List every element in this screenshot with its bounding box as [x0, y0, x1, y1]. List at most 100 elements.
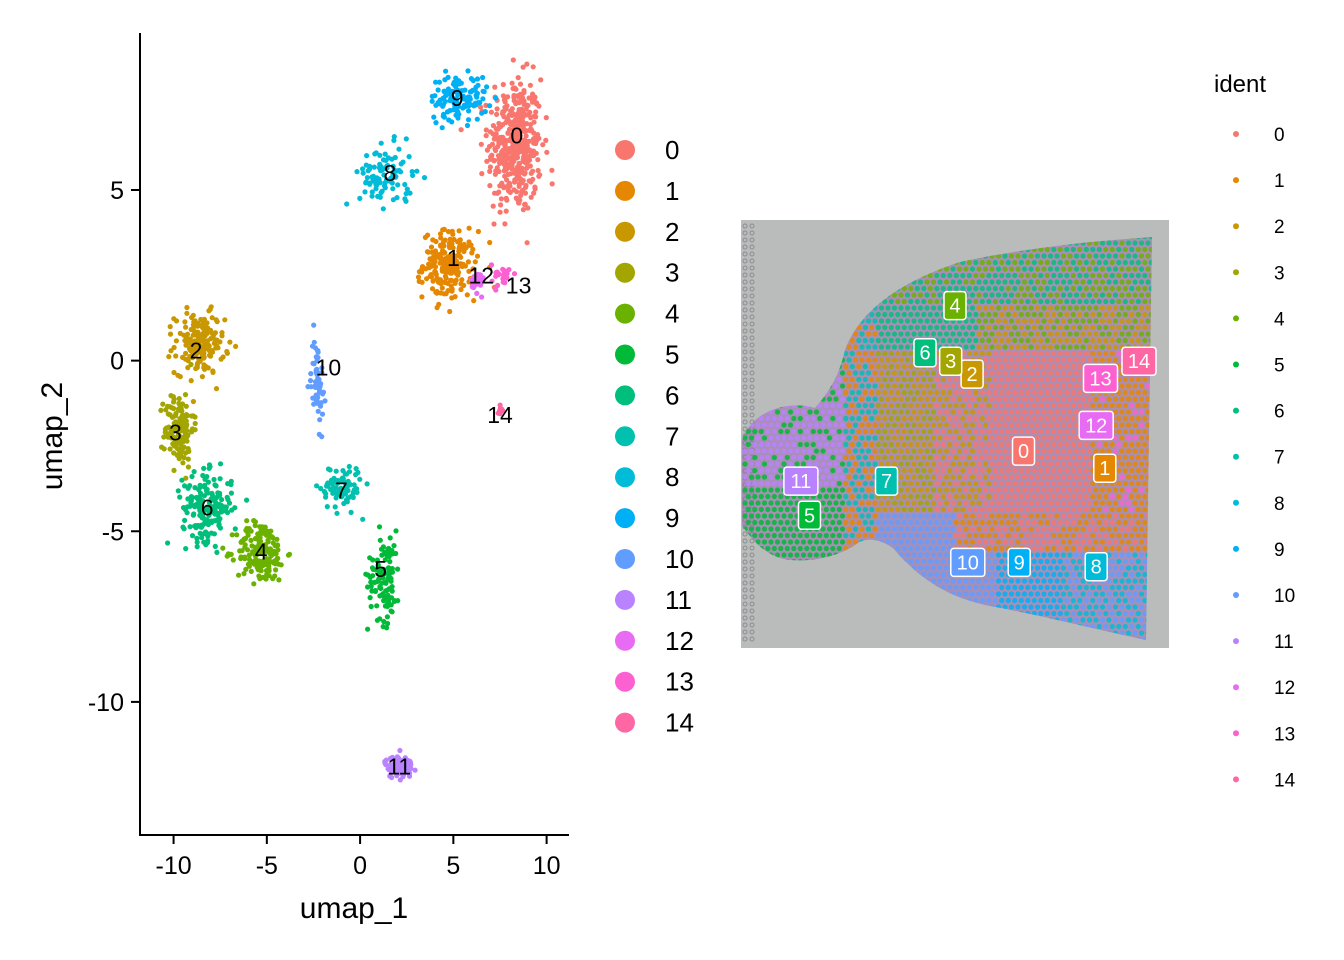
spatial-spot	[921, 441, 927, 448]
spatial-spot	[969, 266, 976, 272]
spatial-spot	[1109, 259, 1115, 266]
fiducial-dot	[749, 293, 755, 299]
umap-y-tick-label: -10	[88, 689, 124, 717]
spatial-spot	[950, 435, 956, 441]
spatial-spot	[979, 389, 985, 396]
umap-point-cluster-0	[535, 157, 541, 163]
spatial-spot	[1008, 500, 1015, 506]
umap-point-cluster-1	[451, 263, 457, 269]
fiducial-dot	[742, 531, 748, 537]
umap-point-cluster-0	[515, 110, 521, 116]
spatial-spot	[917, 422, 924, 428]
spatial-spot	[901, 311, 907, 318]
spatial-spot	[1099, 266, 1106, 272]
umap-point-cluster-11	[389, 774, 395, 781]
umap-point-cluster-6	[201, 465, 207, 471]
spatial-spot	[758, 506, 764, 513]
spatial-spot	[953, 480, 959, 487]
spatial-spot	[917, 500, 924, 506]
umap-point-cluster-4	[267, 533, 273, 539]
spatial-spot	[976, 500, 982, 506]
spatial-spot	[943, 448, 950, 454]
spatial-spot	[1093, 318, 1099, 324]
spatial-spot	[843, 402, 849, 409]
spatial-spot	[995, 318, 1002, 324]
spatial-spot	[872, 344, 878, 350]
umap-point-cluster-0	[543, 137, 549, 143]
spatial-spot	[875, 337, 881, 344]
spatial-spot	[1021, 396, 1028, 402]
spatial-spot	[1057, 467, 1063, 474]
spatial-spot	[898, 305, 904, 311]
spatial-spot	[895, 324, 901, 331]
spatial-spot	[1002, 474, 1008, 480]
spatial-spot	[807, 461, 813, 467]
spatial-spot	[992, 350, 998, 357]
spatial-spot	[1008, 370, 1015, 376]
spatial-spot	[995, 266, 1002, 272]
spatial-spot	[1054, 461, 1060, 467]
spatial-spot	[973, 506, 979, 513]
spatial-spot	[791, 506, 797, 513]
spatial-spot	[1135, 441, 1141, 448]
spatial-spot	[752, 428, 758, 435]
umap-point-cluster-12	[471, 284, 477, 291]
spatial-spot	[1012, 389, 1018, 396]
umap-point-cluster-13	[501, 269, 508, 275]
spatial-spot	[1031, 389, 1037, 396]
umap-point-cluster-1	[442, 279, 448, 286]
umap-point-cluster-0	[512, 177, 518, 183]
umap-point-cluster-0	[531, 190, 537, 196]
spatial-spot	[1041, 461, 1047, 467]
spatial-spot	[1129, 441, 1135, 448]
umap-point-cluster-3	[179, 408, 185, 414]
spatial-spot	[1031, 363, 1037, 370]
fiducial-dot	[749, 377, 755, 383]
spatial-spot	[898, 435, 904, 441]
spatial-spot	[1041, 422, 1047, 428]
spatial-spot	[1142, 285, 1148, 292]
spatial-spot	[914, 506, 920, 513]
spatial-spot	[999, 285, 1005, 292]
spatial-spot	[895, 376, 901, 383]
spatial-spot	[911, 448, 917, 454]
spatial-spot	[924, 292, 930, 298]
spatial-spot	[878, 500, 885, 506]
spatial-spot	[1090, 493, 1096, 500]
umap-point-cluster-4	[234, 532, 240, 538]
spatial-spot	[1142, 337, 1148, 344]
umap-point-cluster-1	[450, 252, 456, 258]
umap-point-cluster-1	[457, 237, 463, 243]
spatial-spot	[869, 428, 875, 435]
spatial-spot	[927, 454, 933, 461]
umap-point-cluster-0	[495, 153, 502, 159]
umap-point-cluster-5	[389, 566, 395, 572]
fiducial-dot	[749, 258, 755, 264]
umap-point-cluster-1	[434, 288, 440, 295]
spatial-spot	[761, 435, 768, 441]
umap-point-cluster-1	[428, 244, 435, 250]
spatial-spot	[1008, 331, 1015, 337]
umap-point-cluster-5	[384, 596, 390, 602]
spatial-spot	[989, 474, 995, 480]
spatial-spot	[830, 441, 836, 448]
spatial-spot	[865, 331, 872, 337]
spatial-spot	[999, 506, 1005, 513]
spatial-spot	[1080, 292, 1086, 298]
umap-point-cluster-10	[315, 370, 321, 376]
spatial-spot	[898, 500, 904, 506]
spatial-spot	[768, 448, 774, 454]
spatial-spot	[1083, 246, 1089, 253]
spatial-spot	[1002, 279, 1008, 285]
umap-point-cluster-0	[514, 93, 521, 99]
spatial-spot	[1041, 305, 1047, 311]
spatial-spot	[1077, 480, 1083, 487]
umap-point-cluster-0	[538, 77, 544, 83]
spatial-spot	[1005, 337, 1011, 344]
spatial-spot	[1148, 259, 1152, 266]
umap-point-cluster-9	[433, 120, 439, 126]
umap-point-cluster-0	[522, 190, 529, 196]
umap-point-cluster-9	[481, 89, 487, 95]
umap-point-cluster-0	[488, 109, 494, 115]
spatial-spot	[989, 344, 995, 350]
